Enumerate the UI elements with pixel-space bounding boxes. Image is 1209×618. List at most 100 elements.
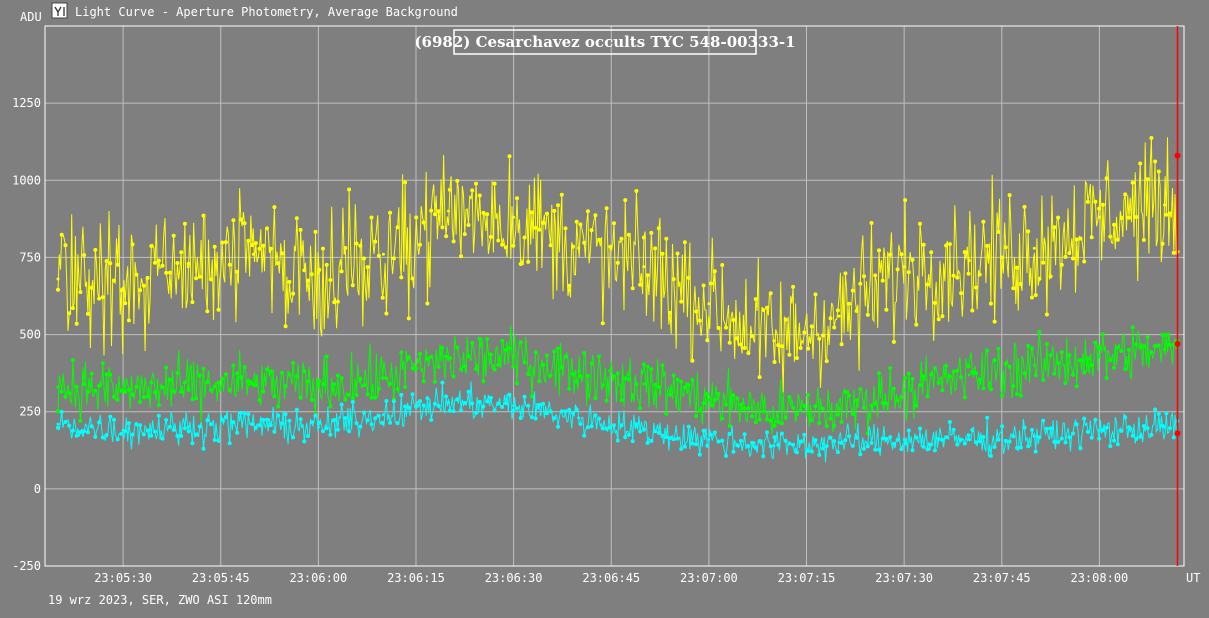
data-point (1033, 373, 1038, 378)
data-point (798, 439, 803, 444)
data-point (712, 269, 717, 274)
data-point (944, 435, 949, 440)
series-points (56, 380, 1180, 459)
data-point (481, 379, 486, 384)
data-point (317, 421, 322, 425)
data-point (959, 375, 964, 380)
data-point (391, 256, 396, 261)
data-point (115, 397, 120, 402)
data-point (436, 364, 441, 369)
data-point (869, 403, 874, 408)
data-point (701, 283, 706, 288)
series-anchor-point (447, 401, 450, 404)
data-point (287, 418, 292, 423)
data-point (459, 408, 463, 413)
data-point (977, 439, 982, 444)
series-anchor-point (642, 382, 646, 386)
series-1 (56, 136, 1180, 394)
data-point (376, 253, 381, 258)
data-point (571, 410, 575, 415)
data-point (951, 427, 956, 432)
data-point (1000, 255, 1005, 260)
data-point (858, 452, 863, 457)
data-point (1108, 444, 1113, 449)
data-point (1015, 445, 1019, 450)
data-point (1164, 332, 1169, 337)
data-point (724, 453, 728, 458)
data-point (1003, 245, 1008, 250)
data-point (429, 417, 434, 422)
data-point (488, 395, 493, 400)
data-point (940, 314, 945, 319)
data-point (776, 419, 781, 424)
data-point (638, 282, 643, 287)
series-line (57, 137, 1178, 394)
data-point (59, 409, 64, 414)
data-point (194, 396, 199, 401)
data-point (612, 423, 616, 428)
data-point (985, 348, 990, 353)
data-point (582, 433, 587, 438)
data-point (78, 418, 83, 423)
data-point (1011, 384, 1016, 389)
data-point (276, 413, 281, 418)
data-point (694, 442, 699, 447)
data-point (1082, 416, 1087, 421)
data-point (414, 404, 419, 409)
data-point (291, 291, 296, 296)
data-point (765, 305, 769, 310)
data-point (97, 296, 102, 301)
data-point (1138, 161, 1143, 166)
data-point (1082, 370, 1087, 375)
time-cursor[interactable] (1174, 26, 1181, 566)
data-point (503, 245, 508, 250)
data-point (134, 384, 139, 389)
data-point (929, 372, 934, 377)
data-point (1007, 439, 1012, 444)
data-point (1000, 393, 1005, 398)
data-point (347, 187, 352, 192)
data-point (742, 432, 747, 437)
data-point (276, 261, 281, 266)
data-point (1037, 329, 1042, 334)
series-points (56, 136, 1180, 380)
data-point (843, 271, 848, 276)
data-point (671, 277, 676, 282)
data-point (1119, 428, 1124, 433)
data-point (112, 394, 116, 399)
series-anchor-point (1097, 354, 1101, 358)
data-point (1093, 340, 1098, 345)
data-point (220, 417, 225, 422)
data-point (947, 420, 952, 424)
data-point (824, 424, 829, 429)
x-tick-label: 23:07:45 (973, 571, 1031, 585)
data-point (716, 326, 721, 330)
data-point (149, 433, 154, 438)
data-point (597, 416, 602, 421)
data-point (1044, 312, 1049, 317)
data-point (951, 369, 956, 374)
data-point (380, 421, 385, 425)
data-point (444, 234, 449, 239)
data-point (70, 358, 75, 363)
data-point (515, 406, 519, 411)
data-point (272, 205, 277, 210)
data-point (981, 435, 986, 439)
data-point (1089, 235, 1094, 240)
data-point (1085, 429, 1090, 434)
data-point (738, 402, 743, 407)
data-point (78, 290, 83, 295)
data-point (862, 274, 866, 279)
data-point (358, 424, 363, 429)
data-point (638, 429, 643, 434)
data-point (138, 423, 143, 428)
data-point (1011, 286, 1016, 291)
data-point (313, 229, 318, 234)
data-point (1153, 343, 1158, 348)
data-point (1104, 425, 1109, 430)
data-point (802, 404, 807, 408)
data-point (1160, 241, 1165, 246)
data-point (966, 433, 971, 438)
data-point (130, 242, 135, 247)
